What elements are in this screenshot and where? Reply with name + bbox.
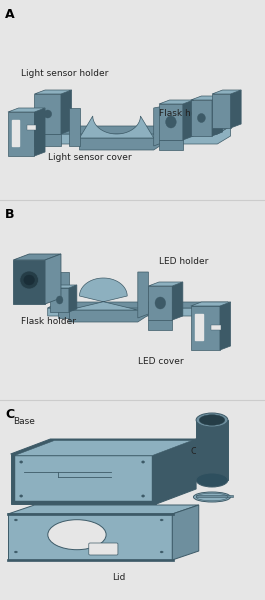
Polygon shape (138, 272, 148, 318)
Polygon shape (34, 126, 231, 144)
Polygon shape (196, 495, 233, 497)
Text: Light sensor holder: Light sensor holder (21, 69, 109, 78)
Polygon shape (48, 302, 228, 308)
Ellipse shape (199, 415, 225, 425)
Polygon shape (191, 96, 223, 100)
Polygon shape (159, 140, 183, 150)
Polygon shape (80, 116, 154, 138)
Polygon shape (159, 104, 183, 140)
Polygon shape (196, 420, 228, 480)
Polygon shape (34, 108, 45, 156)
Text: Light sensor cover: Light sensor cover (48, 153, 131, 162)
Polygon shape (34, 126, 231, 134)
FancyBboxPatch shape (89, 543, 118, 555)
Polygon shape (13, 254, 61, 260)
Polygon shape (191, 302, 231, 306)
Text: A: A (5, 8, 15, 21)
Polygon shape (15, 455, 152, 501)
Polygon shape (172, 505, 199, 560)
Polygon shape (69, 278, 138, 310)
Text: B: B (5, 208, 15, 221)
Polygon shape (172, 282, 183, 320)
Text: C: C (5, 408, 14, 421)
Polygon shape (231, 90, 241, 128)
Ellipse shape (44, 110, 52, 118)
Ellipse shape (196, 473, 228, 487)
Ellipse shape (142, 495, 145, 497)
Polygon shape (156, 439, 196, 504)
Polygon shape (7, 512, 174, 515)
Text: Covers: Covers (191, 447, 222, 456)
Ellipse shape (48, 520, 106, 550)
Text: Base: Base (13, 417, 35, 426)
Ellipse shape (155, 297, 166, 309)
Polygon shape (50, 285, 77, 288)
Polygon shape (191, 100, 212, 136)
Polygon shape (69, 310, 148, 322)
Text: Flask holder: Flask holder (21, 317, 76, 326)
Polygon shape (61, 90, 72, 134)
Bar (26, 125, 36, 130)
Polygon shape (8, 514, 172, 560)
Polygon shape (80, 137, 164, 150)
Polygon shape (69, 108, 80, 146)
Polygon shape (11, 454, 156, 504)
Polygon shape (148, 286, 172, 320)
Polygon shape (34, 94, 61, 134)
Polygon shape (45, 254, 61, 304)
Ellipse shape (160, 519, 163, 521)
Bar (211, 325, 221, 330)
Text: Lid: Lid (113, 573, 126, 582)
Ellipse shape (14, 519, 17, 521)
Polygon shape (34, 134, 61, 146)
Ellipse shape (193, 492, 231, 502)
Polygon shape (8, 112, 34, 156)
Ellipse shape (20, 271, 38, 289)
Ellipse shape (196, 413, 228, 427)
Polygon shape (34, 90, 72, 94)
Polygon shape (58, 272, 69, 318)
Polygon shape (13, 260, 45, 304)
Polygon shape (15, 440, 192, 455)
Polygon shape (212, 90, 241, 94)
Ellipse shape (20, 495, 23, 497)
Polygon shape (50, 288, 69, 312)
Text: LED cover: LED cover (138, 357, 183, 366)
Text: Flask holder: Flask holder (159, 109, 214, 118)
Ellipse shape (197, 113, 205, 122)
Polygon shape (8, 505, 199, 514)
Bar (12, 120, 19, 146)
Ellipse shape (56, 296, 63, 304)
Polygon shape (212, 96, 223, 136)
Ellipse shape (166, 116, 176, 128)
Polygon shape (191, 306, 220, 350)
Ellipse shape (160, 551, 163, 553)
Ellipse shape (142, 461, 145, 463)
Polygon shape (11, 439, 196, 454)
Polygon shape (8, 108, 45, 112)
Polygon shape (48, 302, 228, 316)
Polygon shape (7, 559, 174, 561)
Polygon shape (148, 320, 172, 330)
Ellipse shape (24, 275, 34, 285)
Polygon shape (220, 302, 231, 350)
Polygon shape (154, 106, 164, 146)
Polygon shape (148, 282, 183, 286)
Ellipse shape (14, 551, 17, 553)
Text: LED holder: LED holder (159, 257, 208, 266)
Bar (195, 314, 203, 340)
Polygon shape (159, 100, 193, 104)
Polygon shape (183, 100, 193, 140)
Polygon shape (212, 94, 231, 128)
Polygon shape (69, 285, 77, 312)
Ellipse shape (20, 461, 23, 463)
